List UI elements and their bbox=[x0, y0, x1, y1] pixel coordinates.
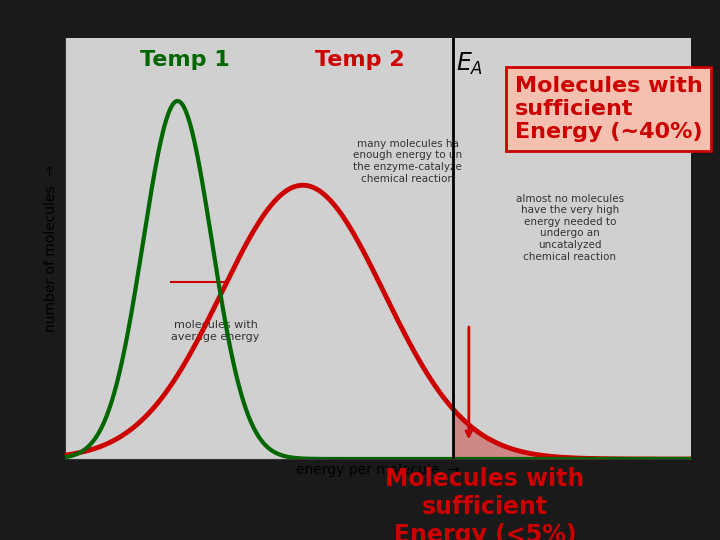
X-axis label: energy per molecule  →: energy per molecule → bbox=[296, 463, 460, 477]
Text: almost no molecules
have the very high
energy needed to
undergo an
uncatalyzed
c: almost no molecules have the very high e… bbox=[516, 194, 624, 262]
Text: Molecules with
sufficient
Energy (<5%): Molecules with sufficient Energy (<5%) bbox=[385, 467, 585, 540]
Text: many molecules ha
enough energy to un
the enzyme-catalyze
chemical reaction: many molecules ha enough energy to un th… bbox=[353, 139, 462, 184]
Text: Molecules with
sufficient
Energy (~40%): Molecules with sufficient Energy (~40%) bbox=[515, 76, 703, 142]
Y-axis label: number of molecules  →: number of molecules → bbox=[44, 165, 58, 332]
Text: Temp 2: Temp 2 bbox=[315, 50, 405, 70]
Text: $E_A$: $E_A$ bbox=[456, 50, 483, 77]
Text: Temp 1: Temp 1 bbox=[140, 50, 230, 70]
Text: molecules with
average energy: molecules with average energy bbox=[171, 320, 260, 342]
